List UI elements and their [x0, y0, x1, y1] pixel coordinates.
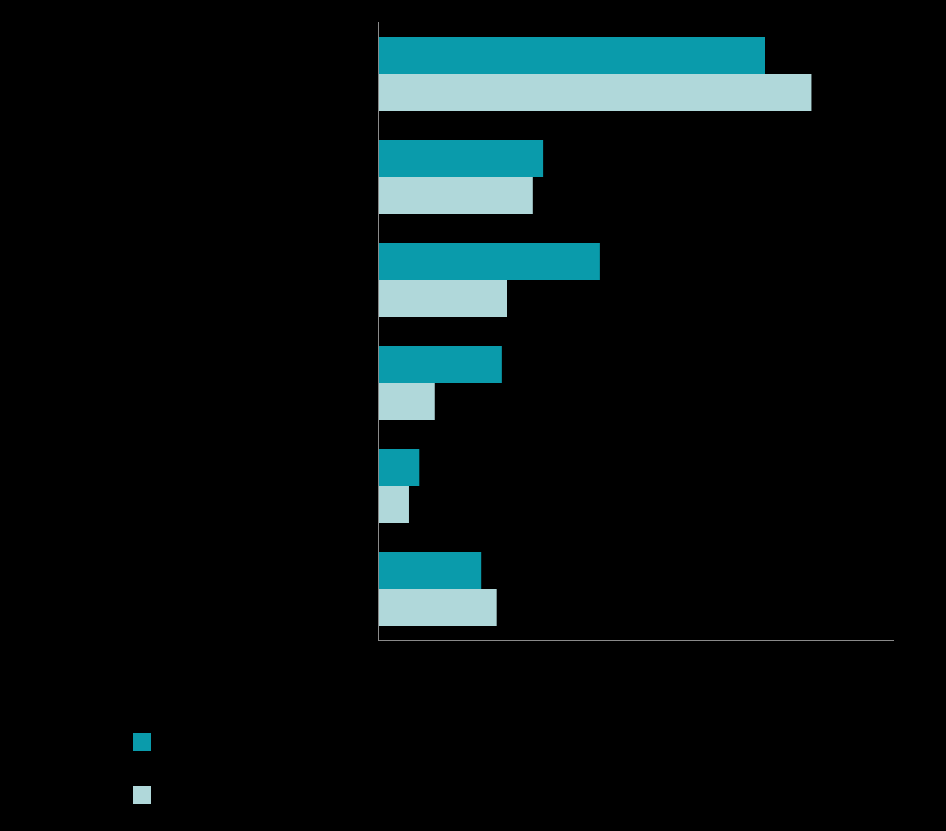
legend-swatch	[133, 733, 151, 751]
bar	[378, 243, 600, 280]
bar	[378, 177, 533, 214]
bar	[378, 37, 765, 74]
bar	[378, 74, 812, 111]
bar	[378, 486, 409, 523]
bar	[378, 589, 497, 626]
bar	[378, 383, 435, 420]
bar	[378, 280, 507, 317]
legend-swatch	[133, 786, 151, 804]
bar	[378, 346, 502, 383]
bar	[378, 140, 544, 177]
bar	[378, 552, 482, 589]
bar	[378, 449, 420, 486]
